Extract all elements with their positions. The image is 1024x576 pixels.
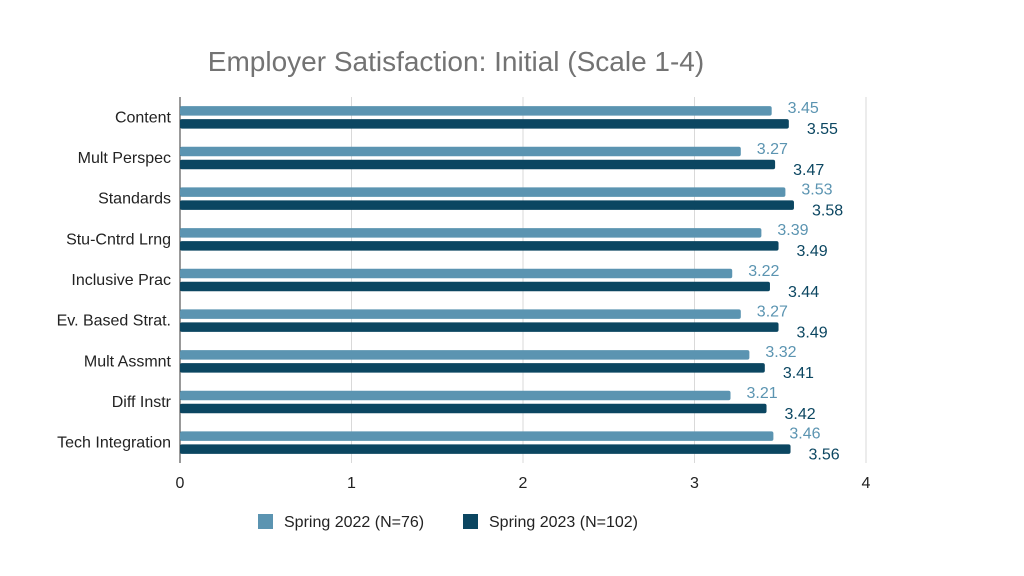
data-label: 3.47 — [793, 162, 824, 179]
bar-1 — [180, 431, 774, 441]
x-tick-label: 2 — [519, 475, 528, 492]
bar-2 — [180, 119, 789, 129]
value-labels: 3.45 3.55 3.27 3.47 3.53 3.583.39 3.49 3.22 3.44… — [747, 100, 844, 463]
bar-1 — [180, 106, 772, 116]
chart-title: Employer Satisfaction: Initial (Scale 1-… — [208, 46, 704, 77]
legend-swatch — [463, 514, 478, 529]
category-label: Standards — [98, 191, 171, 208]
category-label: Inclusive Prac — [71, 272, 171, 289]
bar-1 — [180, 309, 741, 319]
data-label: 3.41 — [783, 365, 814, 382]
data-label: 3.22 — [748, 263, 779, 280]
bar-2 — [180, 322, 779, 332]
category-label: Stu-Cntrd Lrng — [66, 231, 171, 248]
x-tick-label: 1 — [347, 475, 356, 492]
data-label: 3.32 — [765, 344, 796, 361]
legend-label: Spring 2023 (N=102) — [489, 514, 638, 531]
x-tick-label: 3 — [690, 475, 699, 492]
x-axis-tick-labels: 0 1 2 3 4 — [176, 475, 871, 492]
data-label: 3.39 — [777, 222, 808, 239]
bar-2 — [180, 281, 770, 292]
gridlines — [179, 97, 867, 463]
category-label: Ev. Based Strat. — [57, 313, 171, 330]
category-label: Tech Integration — [57, 435, 171, 452]
bar-1 — [180, 350, 750, 360]
category-labels: Content Mult Perspec Standards Stu-Cntrd Lr… — [57, 109, 172, 451]
category-label: Mult Assmnt — [84, 353, 172, 370]
data-label: 3.49 — [797, 324, 828, 341]
bar-1 — [180, 268, 733, 279]
data-label: 3.21 — [747, 385, 778, 402]
bar-2 — [180, 363, 765, 373]
data-label: 3.55 — [807, 121, 838, 138]
data-label: 3.46 — [789, 425, 820, 442]
data-label: 3.45 — [788, 100, 819, 117]
legend-label: Spring 2022 (N=76) — [284, 514, 424, 531]
bars — [180, 106, 794, 454]
data-label: 3.27 — [757, 141, 788, 158]
x-tick-label: 0 — [176, 475, 185, 492]
category-label: Content — [115, 109, 172, 126]
bar-2 — [180, 403, 767, 414]
data-label: 3.49 — [797, 243, 828, 260]
bar-2 — [180, 200, 794, 210]
data-label: 3.56 — [809, 446, 840, 463]
bar-1 — [180, 146, 741, 157]
data-label: 3.42 — [785, 406, 816, 423]
legend: Spring 2022 (N=76) Spring 2023 (N=102) — [258, 514, 638, 531]
data-label: 3.44 — [788, 284, 819, 301]
bar-1 — [180, 187, 786, 197]
data-label: 3.58 — [812, 202, 843, 219]
category-label: Diff Instr — [112, 394, 172, 411]
data-label: 3.27 — [757, 303, 788, 320]
data-label: 3.53 — [801, 181, 832, 198]
bar-2 — [180, 159, 776, 170]
category-label: Mult Perspec — [78, 150, 171, 167]
bar-2 — [180, 241, 779, 251]
legend-swatch — [258, 514, 273, 529]
bar-1 — [180, 390, 731, 401]
bar-1 — [180, 228, 762, 238]
x-tick-label: 4 — [862, 475, 871, 492]
bar-2 — [180, 444, 791, 454]
